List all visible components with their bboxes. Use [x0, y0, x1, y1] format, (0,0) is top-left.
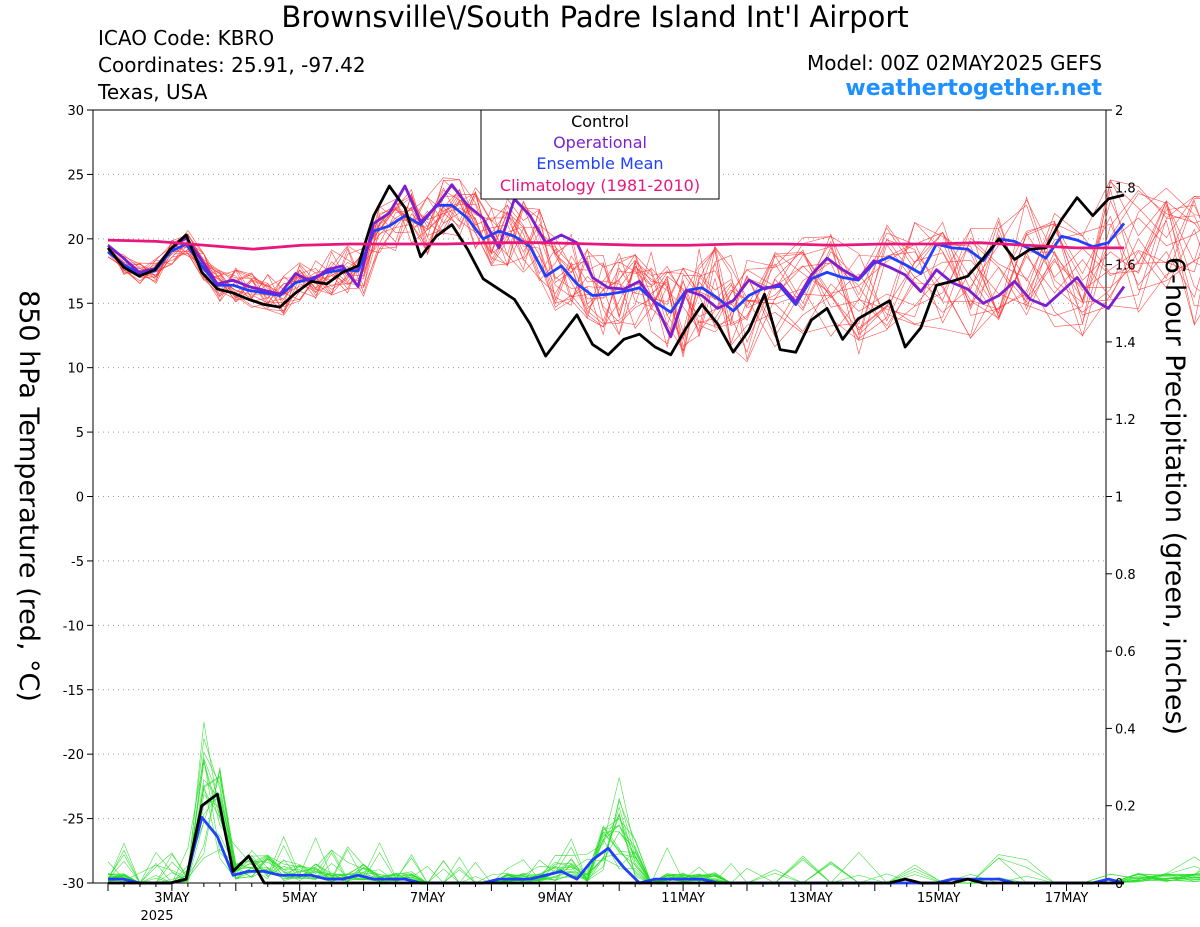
plot-frame [92, 109, 1107, 884]
ensemble-member-temperature-line [107, 187, 1200, 341]
chart-title: Brownsville\/South Padre Island Int'l Ai… [281, 0, 909, 34]
x-tick-label: 3MAY [154, 891, 189, 906]
legend-operational: Operational [553, 133, 647, 152]
legend-climatology: Climatology (1981-2010) [500, 176, 700, 195]
ensemble-member-temperature-line [107, 187, 1200, 344]
ensemble-member-precipitation-line [107, 835, 1200, 884]
ensemble-member-temperature-line [107, 177, 1200, 345]
x-tick-label: 11MAY [661, 891, 705, 906]
ensemble-member-precipitation-line [107, 777, 1200, 884]
ensemble-member-precipitation-line [107, 761, 1200, 884]
y-tick-label-left: -25 [63, 813, 84, 828]
ensemble-member-precipitation-line [107, 770, 1200, 884]
y-tick-label-right: 1 [1115, 491, 1123, 506]
y-tick-label-right: 2 [1115, 104, 1123, 119]
y-tick-label-left: 15 [67, 297, 84, 312]
y-tick-label-left: 0 [76, 491, 84, 506]
temp-climatology-1981-2010-line [107, 238, 1125, 251]
y-axis-right-title: 6-hour Precipitation (green, inches) [1159, 257, 1190, 735]
x-tick-label: 15MAY [917, 891, 961, 906]
legend-ensemble-mean: Ensemble Mean [536, 154, 663, 173]
x-tick-label: 7MAY [410, 891, 445, 906]
ensemble-member-temperature-line [107, 179, 1200, 333]
ensemble-member-precipitation-line [107, 770, 1200, 884]
model-run: Model: 00Z 02MAY2025 GEFS [807, 51, 1102, 75]
ensemble-member-temperature-line [107, 192, 1200, 322]
site-link[interactable]: weathertogether.net [845, 76, 1102, 101]
icao-code: ICAO Code: KBRO [98, 26, 275, 50]
y-tick-label-right: 0.6 [1115, 645, 1136, 660]
y-tick-label-right: 1.4 [1115, 336, 1136, 351]
ensemble-member-temperature-line [107, 189, 1200, 336]
legend: Control Operational Ensemble Mean Climat… [480, 109, 720, 200]
y-tick-label-left: 10 [67, 362, 84, 377]
ensemble-member-precipitation-lines [107, 722, 1200, 884]
ensemble-member-precipitation-line [107, 778, 1200, 884]
ensemble-member-precipitation-line [107, 751, 1200, 884]
y-tick-label-right: 0.4 [1115, 722, 1136, 737]
precip-control-line [108, 792, 1125, 885]
temp-control-line [106, 184, 1125, 358]
temp-operational-line [107, 183, 1126, 339]
y-tick-label-left: -15 [63, 684, 84, 699]
x-axis-year-label: 2025 [140, 909, 173, 924]
y-tick-label-left: -20 [63, 748, 84, 763]
y-tick-label-left: 5 [76, 426, 84, 441]
y-tick-label-left: -10 [63, 619, 84, 634]
x-tick-label: 5MAY [282, 891, 317, 906]
y-tick-label-left: 25 [67, 168, 84, 183]
legend-control: Control [571, 112, 629, 131]
legend-box [480, 109, 720, 200]
y-axis-left-title: 850 hPa Temperature (red, °C) [13, 290, 44, 702]
y-tick-label-right: 1.8 [1115, 181, 1136, 196]
ensemble-member-precipitation-line [107, 775, 1200, 884]
precip-ensemble-mean-line [108, 815, 1125, 885]
ensemble-member-precipitation-line [107, 767, 1200, 884]
ensemble-member-precipitation-line [107, 793, 1200, 884]
ensemble-member-temperature-line [107, 187, 1200, 358]
region: Texas, USA [98, 80, 208, 104]
y-tick-label-right: 1.2 [1115, 413, 1136, 428]
x-tick-label: 13MAY [789, 891, 833, 906]
ensemble-member-temperature-line [107, 191, 1200, 354]
main-series-lines [106, 183, 1126, 885]
y-tick-label-right: 0 [1115, 877, 1123, 892]
y-tick-label-right: 1.6 [1115, 259, 1136, 274]
x-tick-label: 17MAY [1045, 891, 1089, 906]
y-tick-label-right: 0.2 [1115, 800, 1136, 815]
x-tick-label: 9MAY [538, 891, 573, 906]
coordinates: Coordinates: 25.91, -97.42 [98, 53, 366, 77]
y-tick-label-left: -30 [63, 877, 84, 892]
y-tick-label-left: -5 [71, 555, 84, 570]
y-tick-label-right: 0.8 [1115, 568, 1136, 583]
ensemble-member-precipitation-line [107, 788, 1200, 884]
temp-ensemble-mean-line [107, 203, 1126, 314]
ensemble-member-precipitation-line [107, 776, 1200, 884]
y-tick-label-left: 20 [67, 233, 84, 248]
y-tick-label-left: 30 [67, 104, 84, 119]
ensemble-member-temperature-line [107, 195, 1200, 363]
axis-ticks: 302520151050-5-10-15-20-25-3021.81.61.41… [63, 104, 1136, 906]
